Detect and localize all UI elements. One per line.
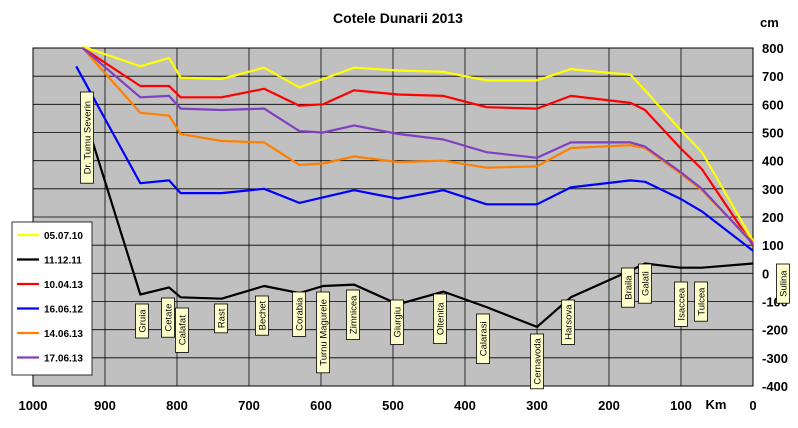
station-box [135,303,149,339]
station-label: Cernavoda [533,337,544,384]
station-label: Corabia [295,297,306,331]
y-tick-label: 600 [762,97,784,112]
x-tick-label: 0 [749,398,756,413]
station-label: Sulina [779,270,790,297]
station-label: Rast [217,308,228,328]
legend: 05.07.10 11.12.11 10.04.13 16.06.12 14.06.13… [11,221,93,376]
x-tick-label: 900 [94,398,116,413]
station-box [638,263,652,304]
y-tick-label: -200 [762,323,788,338]
station-label: Oltenita [436,302,447,335]
series-line-14-06-13 [81,47,754,244]
series-line-05-07-10 [82,45,754,242]
y-tick-label: 200 [762,210,784,225]
station-label: Isaccea [677,287,688,320]
y-tick-label: 500 [762,126,784,141]
y-axis-ticks: 8007006005004003002001000-100-200-300-40… [762,41,788,394]
station-label: Giurgiu [393,307,404,338]
station-labels: Dr. Tumu Severin Gruia Cetate Calafat Rast Be… [80,91,790,390]
station-box [316,291,330,374]
x-axis-label: Km [706,397,727,412]
station-box [255,295,269,336]
x-tick-label: 600 [310,398,332,413]
station-box [346,289,360,340]
legend-label: 14.06.13 [44,329,83,340]
station-box [621,267,635,308]
x-tick-label: 700 [238,398,260,413]
x-tick-label: 1000 [19,398,48,413]
x-tick-label: 400 [454,398,476,413]
station-label: Dr. Tumu Severin [83,101,94,174]
y-tick-label: 100 [762,238,784,253]
chart-title: Cotele Dunarii 2013 [333,10,463,26]
legend-label: 17.06.13 [44,354,83,365]
station-label: Gruia [138,309,149,333]
station-label: Braila [624,275,635,300]
series-line-17-06-13 [81,47,754,245]
station-box [292,291,306,337]
series-line-16-06-12 [75,65,754,252]
x-axis-ticks: 1000 900 800 700 600 500 400 300 200 100 0 [19,398,757,413]
series-line-10-04-13 [82,47,754,246]
legend-label: 05.07.10 [44,231,83,242]
station-box [694,281,708,322]
legend-label: 11.12.11 [44,256,82,267]
y-tick-label: 800 [762,41,784,56]
y-tick-label: -300 [762,351,788,366]
y-tick-label: -400 [762,379,788,394]
station-box [476,313,490,364]
station-label: Calarasi [479,321,490,356]
x-tick-label: 300 [526,398,548,413]
x-tick-label: 800 [166,398,188,413]
y-tick-label: 300 [762,182,784,197]
y-tick-label: 400 [762,154,784,169]
y-tick-label: 0 [762,266,769,281]
station-box [175,307,189,353]
station-box [776,263,790,304]
legend-label: 10.04.13 [44,280,83,291]
legend-label: 16.06.12 [44,305,83,316]
station-label: Turnu Magurele [319,299,330,366]
station-label: Cetate [164,304,175,332]
x-tick-label: 200 [598,398,620,413]
station-label: Bechet [258,300,269,330]
legend-box [11,221,93,376]
station-box [161,297,175,338]
station-box [433,293,447,344]
x-tick-label: 500 [382,398,404,413]
station-label: Harsova [564,304,575,340]
station-box [674,281,688,327]
station-label: Tulcea [697,287,708,316]
station-box [214,303,228,334]
station-label: Calafat [178,315,189,345]
x-tick-label: 100 [670,398,692,413]
station-label: Galati [641,271,652,296]
y-axis-label: cm [760,15,779,30]
station-box [80,91,94,184]
station-label: Zimnicea [349,295,360,334]
station-box [530,333,544,390]
y-tick-label: 700 [762,69,784,84]
station-box [390,299,404,345]
station-box [561,299,575,345]
